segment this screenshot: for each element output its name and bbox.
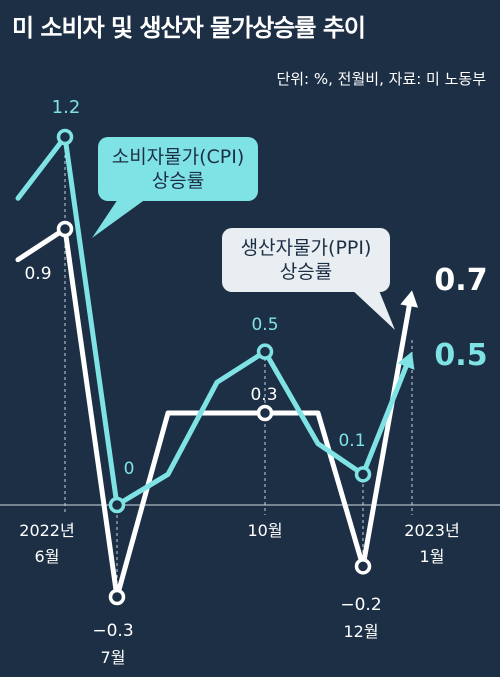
data-sublabel-ppi-2022-12: 12월 — [343, 622, 378, 641]
marker-cpi-2022-12 — [354, 466, 372, 483]
legend-ppi-line2: 상승률 — [279, 261, 333, 283]
data-label-ppi-2023-01: 0.7 — [434, 263, 487, 298]
series-arrow-shaft-cpi — [360, 364, 409, 477]
data-label-cpi-2023-01: 0.5 — [434, 338, 487, 373]
legend-ppi-callout: 생산자물가(PPI) 상승률 — [222, 228, 390, 292]
legend-cpi-line2: 상승률 — [151, 170, 205, 192]
series-arrowhead-cpi — [397, 351, 415, 370]
chart-title: 미 소비자 및 생산자 물가상승률 추이 — [12, 14, 366, 42]
marker-cpi-2022-06 — [56, 128, 74, 146]
marker-ppi-2022-06 — [56, 220, 74, 238]
data-label-ppi-2022-12: −0.2 — [340, 595, 381, 615]
marker-ppi-2022-10 — [256, 404, 274, 422]
data-label-cpi-2022-06: 1.2 — [52, 97, 81, 118]
x-tick-label-2022-06-1: 6월 — [35, 547, 60, 566]
series-line-ppi — [15, 226, 366, 600]
legend-ppi-line1: 생산자물가(PPI) — [240, 237, 372, 259]
legend-cpi-pointer — [92, 196, 150, 238]
series-line-cpi — [15, 134, 366, 508]
x-tick-label-2022-10-0: 10월 — [247, 521, 282, 540]
x-tick-label-2023-01-0: 2023년 — [404, 521, 459, 540]
chart-subtitle: 단위: %, 전월비, 자료: 미 노동부 — [276, 70, 486, 88]
series-arrowhead-ppi — [400, 290, 419, 308]
data-label-cpi-2022-12: 0.1 — [338, 431, 365, 451]
marker-ppi-2022-12 — [354, 558, 372, 575]
data-label-cpi-2022-10: 0.5 — [251, 315, 278, 335]
data-label-ppi-2022-06: 0.9 — [24, 264, 51, 284]
legend-cpi-line1: 소비자물가(CPI) — [111, 146, 245, 168]
data-label-ppi-2022-10: 0.3 — [250, 385, 277, 405]
x-tick-label-2023-01-1: 1월 — [420, 547, 445, 566]
legend-cpi-callout: 소비자물가(CPI) 상승률 — [98, 137, 258, 201]
marker-ppi-2022-07 — [108, 588, 126, 606]
legend-ppi-pointer — [350, 288, 395, 330]
marker-cpi-2022-07 — [108, 496, 126, 514]
data-sublabel-ppi-2022-07: 7월 — [101, 648, 126, 667]
data-label-cpi-2022-07: 0 — [124, 459, 135, 479]
series-arrow-shaft-ppi — [360, 303, 412, 569]
data-label-ppi-2022-07: −0.3 — [92, 621, 133, 641]
marker-cpi-2022-10 — [256, 343, 274, 360]
x-tick-label-2022-06-0: 2022년 — [19, 521, 74, 540]
